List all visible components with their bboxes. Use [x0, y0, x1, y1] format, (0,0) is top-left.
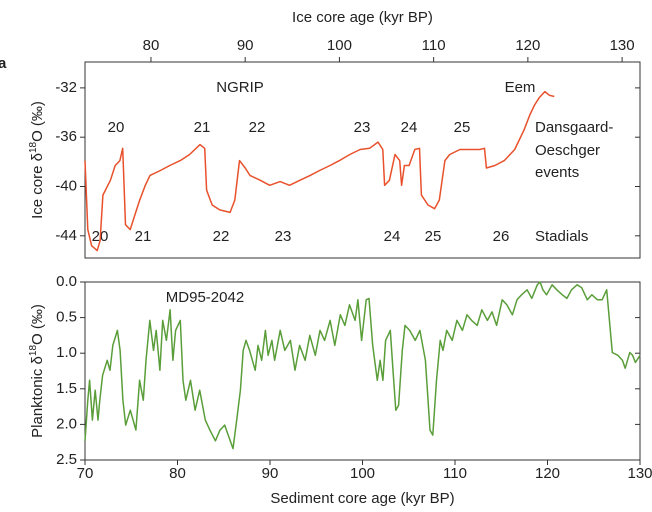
annotation: 24 — [401, 119, 418, 136]
x-tick-label: 70 — [77, 465, 94, 482]
y-tick-label: 2.0 — [56, 415, 77, 432]
annotation: MD95-2042 — [166, 289, 244, 306]
x-axis-label: Sediment core age (kyr BP) — [270, 490, 454, 507]
x-tick-label: 90 — [262, 465, 279, 482]
y-tick-label: 1.0 — [56, 344, 77, 361]
annotation: 22 — [213, 228, 230, 245]
y-tick-label: -40 — [55, 177, 77, 194]
annotation: Stadials — [535, 228, 588, 245]
y-tick-label: 2.5 — [56, 451, 77, 468]
annotation: 21 — [194, 119, 211, 136]
annotation: Dansgaard- — [535, 119, 613, 136]
x-tick-label: 120 — [515, 37, 540, 54]
x-tick-label: 110 — [422, 37, 446, 54]
y-label-text: O (‰) — [29, 304, 46, 345]
y-label-text: O (‰) — [29, 101, 46, 142]
x-tick-label: 130 — [627, 465, 652, 482]
annotation: NGRIP — [216, 79, 264, 96]
y-tick-label: 1.5 — [56, 380, 77, 397]
annotation: 26 — [493, 228, 510, 245]
x-tick-label: 130 — [610, 37, 635, 54]
y-label-sup: 18 — [28, 141, 39, 153]
annotation: 25 — [454, 119, 471, 136]
y-label-sup: 18 — [28, 345, 39, 357]
y-tick-label: 0.0 — [56, 273, 77, 290]
annotation: Eem — [505, 79, 536, 96]
x-axis-label: Ice core age (kyr BP) — [292, 9, 433, 26]
y-tick-label: 0.5 — [56, 309, 77, 326]
annotation: 21 — [135, 228, 152, 245]
plot-frame — [84, 281, 641, 461]
x-tick-label: 120 — [535, 465, 560, 482]
annotation: Oeschger — [535, 142, 600, 159]
plot-frame — [84, 61, 641, 259]
x-tick-label: 100 — [350, 465, 375, 482]
data-line — [84, 90, 555, 252]
y-label-text: Ice core δ — [29, 153, 46, 219]
x-tick-label: 110 — [443, 465, 467, 482]
y-tick-label: -32 — [55, 79, 77, 96]
x-tick-label: 100 — [327, 37, 352, 54]
y-axis-label: Planktonic δ18O (‰) — [28, 304, 46, 438]
annotation: 25 — [425, 228, 442, 245]
annotation: 24 — [384, 228, 401, 245]
annotation: 20 — [108, 119, 125, 136]
x-tick-label: 90 — [237, 37, 254, 54]
x-tick-label: 80 — [143, 37, 160, 54]
y-axis-label: Ice core δ18O (‰) — [28, 101, 46, 219]
data-line — [84, 281, 641, 450]
y-label-text: Planktonic δ — [29, 356, 46, 438]
x-tick-label: 80 — [169, 465, 186, 482]
annotation: 23 — [354, 119, 371, 136]
panel-label: a — [0, 55, 7, 72]
annotation: 22 — [249, 119, 266, 136]
y-tick-label: -36 — [55, 128, 77, 145]
y-tick-label: -44 — [55, 227, 77, 244]
annotation: 23 — [275, 228, 292, 245]
annotation: events — [535, 164, 579, 181]
